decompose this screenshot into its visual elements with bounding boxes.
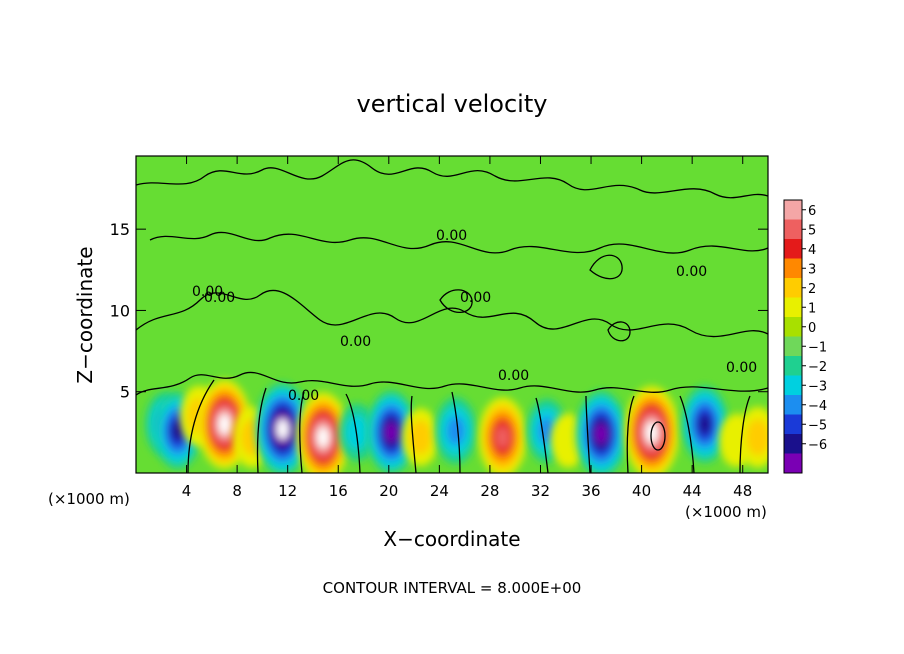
colorbar-label: −5 (808, 418, 827, 433)
plot-area: 0.000.000.000.000.000.000.000.000.00 (135, 155, 769, 474)
heatmap-cell (296, 392, 350, 473)
colorbar-swatch (784, 375, 802, 395)
colorbar-label: −1 (808, 340, 827, 355)
contour-label: 0.00 (498, 368, 529, 384)
colorbar-label: 2 (808, 282, 816, 297)
contour-line (607, 321, 631, 342)
colorbar-swatch (784, 356, 802, 376)
x-axis: 4 8 12 16 20 24 28 32 36 40 44 48 (182, 156, 752, 500)
colorbar-label: 0 (808, 321, 816, 336)
contour-label: 0.00 (288, 388, 319, 404)
colorbar-swatch (784, 395, 802, 415)
heatmap-cell (366, 390, 417, 473)
colorbar-label: 6 (808, 204, 816, 219)
colorbar: 6 5 4 3 2 1 0 −1 −2 −3 −4 −5 −6 (783, 199, 827, 474)
contour-line (439, 289, 473, 314)
colorbar-swatch (784, 317, 802, 337)
x-tick-label: 8 (232, 482, 242, 500)
contour-line (739, 395, 751, 473)
heatmap-cell (575, 390, 627, 473)
contour-line (256, 387, 267, 473)
colorbar-label: 3 (808, 262, 816, 277)
contour-label: 0.00 (340, 334, 371, 350)
contour-line (136, 289, 768, 338)
x-tick-label: 48 (733, 482, 752, 500)
y-tick-label: 5 (120, 383, 130, 402)
x-unit-right: (×1000 m) (685, 503, 767, 521)
zero-contours (136, 159, 768, 473)
x-tick-label: 24 (430, 482, 449, 500)
chart-title: vertical velocity (357, 90, 548, 118)
colorbar-swatch (784, 453, 802, 473)
contour-line (136, 371, 768, 396)
colorbar-label: 4 (808, 243, 816, 258)
colorbar-label: −2 (808, 360, 827, 375)
contour-line (345, 393, 361, 473)
contour-label: 0.00 (726, 360, 757, 376)
heatmap-cell (338, 403, 376, 462)
x-tick-label: 32 (531, 482, 550, 500)
contour-labels: 0.000.000.000.000.000.000.000.000.00 (192, 228, 757, 404)
heatmap-cell (681, 385, 728, 463)
contour-label: 0.00 (192, 284, 223, 300)
colorbar-swatch (784, 239, 802, 259)
contour-line (535, 397, 549, 473)
x-tick-label: 28 (480, 482, 499, 500)
contour-line (589, 254, 623, 280)
colorbar-swatch (784, 200, 802, 220)
heatmap-cell (434, 397, 477, 465)
plot-frame (135, 155, 769, 474)
heatmap-cell (402, 408, 439, 467)
contour-line (451, 391, 461, 473)
heatmap-cell (478, 397, 527, 473)
x-tick-label: 40 (632, 482, 651, 500)
x-tick-label: 4 (182, 482, 192, 500)
x-tick-label: 36 (581, 482, 600, 500)
colorbar-swatch (784, 219, 802, 239)
y-axis-label: Z−coordinate (73, 246, 97, 383)
x-tick-label: 12 (278, 482, 297, 500)
contour-line (626, 395, 635, 473)
x-tick-label: 16 (329, 482, 348, 500)
colorbar-swatch (784, 336, 802, 356)
y-tick-label: 10 (110, 301, 130, 320)
y-tick-label: 15 (110, 220, 130, 239)
colorbar-swatch (784, 414, 802, 434)
contour-label: 0.00 (204, 290, 235, 306)
colorbar-frame (783, 199, 803, 474)
x-axis-label: X−coordinate (383, 527, 520, 551)
contour-label: 0.00 (460, 290, 491, 306)
x-tick-label: 20 (379, 482, 398, 500)
contour-line (149, 231, 768, 254)
colorbar-swatch (784, 278, 802, 298)
contour-line (299, 391, 305, 473)
x-tick-label: 44 (683, 482, 702, 500)
footer-contour-interval: CONTOUR INTERVAL = 8.000E+00 (323, 579, 582, 597)
contour-line (187, 379, 215, 473)
contour-label: 0.00 (676, 264, 707, 280)
contour-line (650, 421, 666, 451)
contour-line (585, 395, 591, 473)
colorbar-label: 1 (808, 301, 816, 316)
y-axis: 5 10 15 (110, 220, 768, 402)
colorbar-label: −6 (808, 438, 827, 453)
colorbar-label: 5 (808, 223, 816, 238)
contour-line (136, 159, 768, 199)
contour-line (679, 395, 695, 473)
x-unit-left: (×1000 m) (48, 490, 130, 508)
heatmap-cell (738, 406, 768, 468)
contour-label: 0.00 (436, 228, 467, 244)
colorbar-swatch (784, 258, 802, 278)
colorbar-label: −3 (808, 379, 827, 394)
colorbar-swatch (784, 434, 802, 454)
contour-line (410, 395, 417, 473)
colorbar-label: −4 (808, 399, 827, 414)
colorbar-swatch (784, 297, 802, 317)
heatmap-cell (255, 382, 310, 473)
